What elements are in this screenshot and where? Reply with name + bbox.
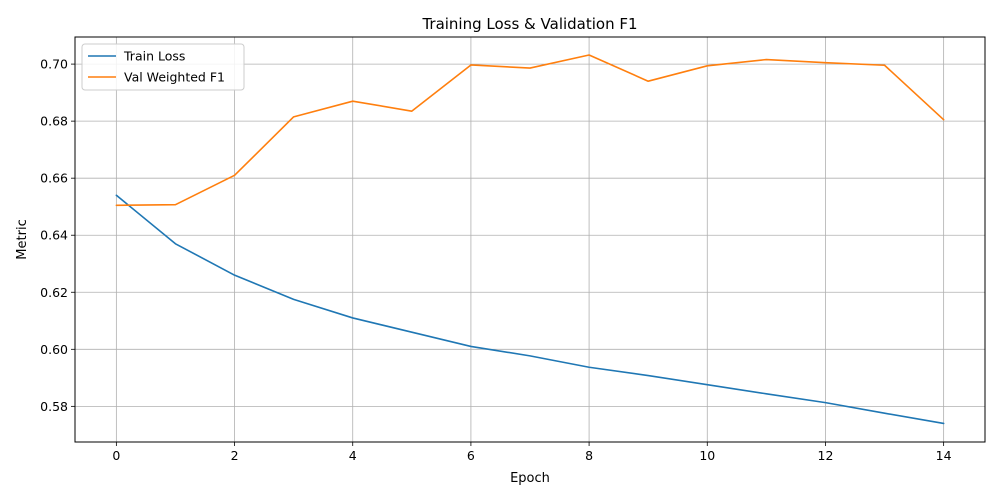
y-tick-label: 0.64 [40, 228, 68, 243]
x-tick-label: 14 [936, 448, 952, 463]
legend-label: Train Loss [123, 49, 185, 64]
x-tick-label: 2 [231, 448, 239, 463]
y-tick-label: 0.60 [40, 342, 68, 357]
y-axis-label: Metric [15, 219, 30, 259]
x-tick-label: 6 [467, 448, 475, 463]
y-tick-label: 0.68 [40, 114, 68, 129]
chart-title: Training Loss & Validation F1 [421, 15, 637, 33]
y-tick-label: 0.70 [40, 57, 68, 72]
y-tick-label: 0.66 [40, 171, 68, 186]
x-tick-label: 10 [699, 448, 715, 463]
legend-box [81, 43, 245, 91]
legend-label: Val Weighted F1 [124, 70, 225, 85]
x-tick-label: 8 [585, 448, 593, 463]
series-line-val-weighted-f1 [115, 54, 945, 207]
plot-frame [74, 36, 986, 443]
legend: Train Loss Val Weighted F1 [81, 43, 245, 91]
grid-lines [75, 37, 985, 442]
series-line-train-loss [115, 194, 945, 425]
x-tick-label: 0 [112, 448, 120, 463]
series-layer [115, 54, 945, 425]
y-tick-label: 0.58 [40, 399, 68, 414]
x-axis-label: Epoch [510, 471, 550, 486]
y-tick-label: 0.62 [40, 285, 68, 300]
x-tick-label: 12 [818, 448, 834, 463]
y-axis: 0.58 0.60 0.62 0.64 0.66 0.68 0.70 [40, 57, 75, 414]
x-axis: 0 2 4 6 8 10 12 14 [112, 442, 952, 463]
x-tick-label: 4 [349, 448, 357, 463]
